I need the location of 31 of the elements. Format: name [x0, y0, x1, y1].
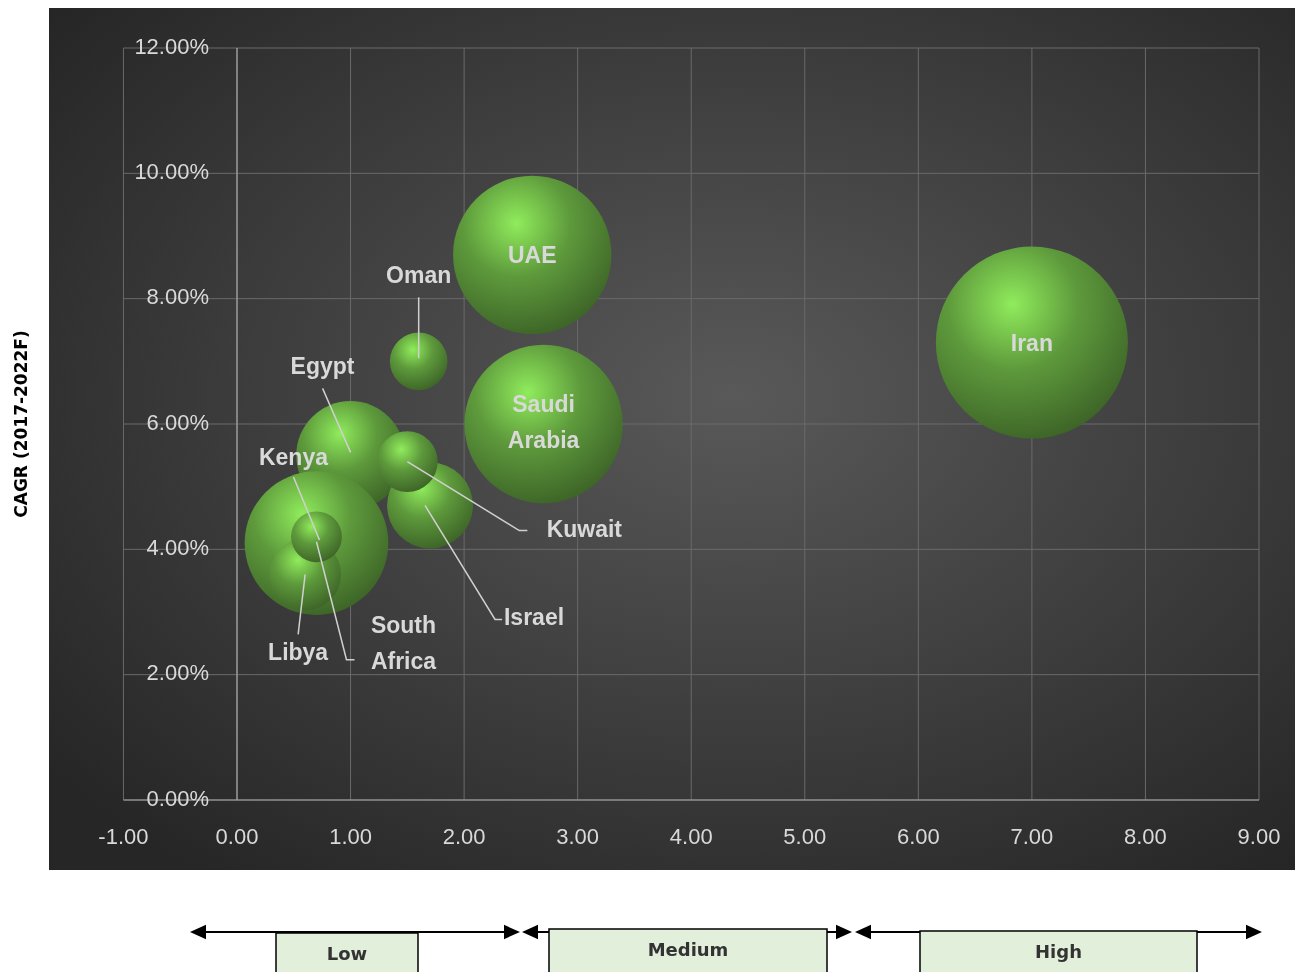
x-tick-label: 6.00 [896, 823, 940, 849]
x-tick-label: 0.00 [215, 823, 259, 849]
x-tick-label: 8.00 [1124, 823, 1167, 849]
series-label: UAE [507, 241, 557, 268]
text: Israel [503, 604, 565, 631]
y-tick-label: 2.00% [146, 660, 209, 686]
text: South Africa [370, 611, 437, 674]
text: Low [326, 943, 368, 964]
text: Oman [386, 262, 452, 289]
x-tick-label: 7.00 [1010, 823, 1054, 849]
y-tick-label: 8.00% [146, 284, 209, 310]
x-tick-label: 3.00 [556, 823, 600, 849]
x-tick-label: 5.00 [783, 823, 827, 849]
x-tick-label: 4.00 [669, 823, 713, 849]
text: High [1035, 941, 1082, 962]
series-label: Libya [268, 639, 329, 666]
series-label: Egypt [290, 353, 355, 380]
y-tick-label: 10.00% [134, 159, 209, 185]
series-label: Iran [1010, 329, 1053, 356]
y-tick-label: 4.00% [146, 535, 209, 561]
y-tick-label: 6.00% [146, 409, 209, 435]
series-label: Saudi Arabia [507, 391, 580, 454]
x-tick-label: 1.00 [329, 823, 372, 849]
text: Kuwait [546, 515, 623, 542]
text: Medium [647, 939, 729, 960]
y-tick-label: 0.00% [146, 785, 209, 811]
y-axis-title: CAGR (2017-2022F) [11, 330, 31, 518]
y-tick-label: 12.00% [134, 33, 209, 59]
x-tick-label: 2.00 [442, 823, 486, 849]
x-tick-label: -1.00 [98, 823, 149, 849]
x-tick-label: 9.00 [1237, 823, 1281, 849]
